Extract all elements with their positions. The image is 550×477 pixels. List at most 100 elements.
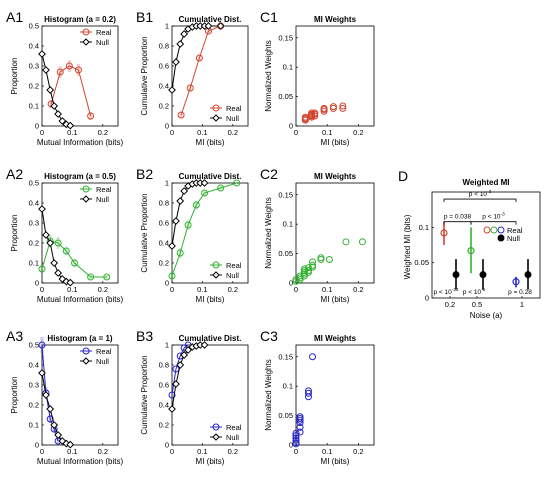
x-axis-label: Mutual Information (bits) [37,295,124,304]
y-tick-label: 0.4 [29,42,39,51]
y-axis-label: Proportion [10,377,19,414]
legend-marker-real [497,226,505,234]
x-tick-label: 0.1 [197,128,207,137]
p-value-base: p < 10 [463,289,482,296]
chart-title: Histogram (a = 0.2) [44,15,116,24]
bracket-label: p = 0.038 [444,214,472,221]
real-point [325,255,333,263]
y-tick-label: 0.1 [283,220,293,229]
legend-label-null: Null [507,234,520,243]
p-value-exponent: -3 [487,189,492,194]
y-tick-label: 0 [289,441,293,450]
axes-box [41,344,119,446]
real-point [304,264,312,272]
significance-bracket [470,221,517,225]
null-point [216,22,225,30]
y-tick-label: 0.6 [159,62,169,71]
y-tick-label: 0.05 [278,411,293,420]
y-tick-label: 0.15 [278,352,293,361]
x-tick-label: 0 [294,285,298,294]
real-point [192,201,200,209]
x-axis-label: Noise (a) [470,311,503,320]
legend-label-real: Real [96,185,112,194]
x-tick-label: 0.2 [228,447,238,456]
real-point [304,389,312,397]
real-point [38,341,46,349]
y-tick-label: 0 [35,122,39,131]
x-axis-label: Mutual Information (bits) [37,138,124,147]
real-point [342,238,350,246]
y-tick-label: 0.1 [283,63,293,72]
legend-marker-real [212,104,220,112]
y-tick-label: 0.05 [414,258,429,267]
p-value-exponent: -23 [452,287,459,292]
legend-label-null: Null [226,271,239,280]
legend-label-real: Real [507,226,523,235]
real-point [74,66,82,74]
y-tick-label: 0.5 [29,22,39,31]
real-point [186,84,194,92]
y-tick-label: 0 [165,441,169,450]
real-point [309,353,317,361]
y-tick-label: 0.1 [283,382,293,391]
null-point [54,110,63,118]
panel-label: C1 [260,9,278,25]
chart-title: MI Weights [314,172,357,181]
legend-label-real: Real [96,28,112,37]
y-tick-label: 0.4 [159,401,169,410]
y-tick-label: 0.3 [29,219,39,228]
real-point [309,261,317,269]
y-tick-label: 0.15 [278,33,293,42]
y-axis-label: Weighted MI (bits) [403,214,412,279]
axes-box [295,182,375,284]
bracket-label: p < 10-3 [482,212,505,221]
real-point [168,272,176,280]
null-point [172,58,180,66]
y-tick-label: 0.8 [159,42,169,51]
y-tick-label: 0.3 [29,381,39,390]
legend-marker-real [490,226,498,234]
real-point [201,189,209,197]
chart-title: MI Weights [314,334,357,343]
null-point [168,405,176,413]
chart-title: Cumulative Dist. [179,15,242,24]
y-tick-label: 0.5 [29,179,39,188]
y-tick-label: 0.5 [29,341,39,350]
series-line-null [171,344,205,410]
chart-title: Cumulative Dist. [179,172,242,181]
null-point [524,271,532,279]
null-point [50,421,59,429]
chart-title: Cumulative Dist. [179,334,242,343]
y-tick-label: 0 [35,279,39,288]
panel-label: B3 [136,328,153,344]
null-point [66,278,75,287]
legend-marker-null [212,114,220,122]
null-point [200,341,209,349]
null-point [180,351,189,359]
real-point [38,265,46,273]
null-point [180,187,189,195]
axes-box [295,25,375,127]
real-point [304,387,312,395]
axes-box [171,182,249,284]
legend-label-null: Null [226,433,239,442]
p-value-exponent: -3 [501,212,506,217]
legend-label-real: Real [226,104,242,113]
panel-label: A2 [6,166,23,182]
chart-title: Weighted MI [463,178,510,187]
p-value-base: p < 10 [469,191,488,198]
y-tick-label: 1 [165,22,169,31]
panel-label: A3 [6,328,23,344]
chart-title: Histogram (a = 1) [47,334,112,343]
panel-a1: A1 Histogram (a = 0.2) 0 0.1 0.2 0 0.1 0.2 0.3 0.… [6,9,123,147]
panel-b1: B1 Cumulative Dist. 0 0.1 0.2 0 0.2 0.4 0.6 0.8 1 M… [136,9,249,147]
x-tick-label: 0 [40,128,44,137]
x-tick-label: 0 [294,447,298,456]
y-tick-label: 0.6 [159,381,169,390]
x-tick-label: 0.5 [472,300,482,309]
x-axis-label: MI (bits) [321,295,350,304]
x-tick-label: 0.2 [353,128,363,137]
